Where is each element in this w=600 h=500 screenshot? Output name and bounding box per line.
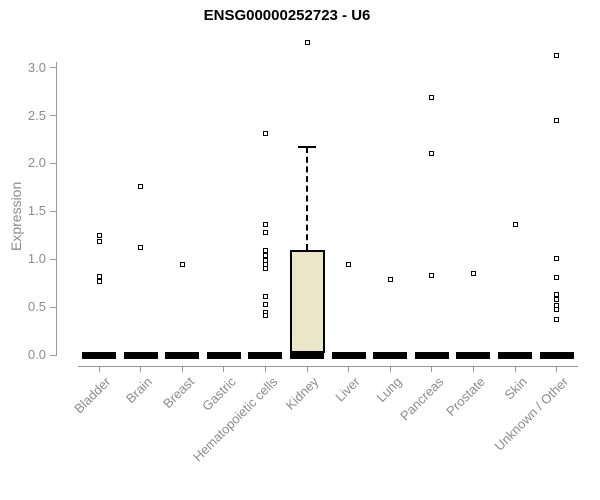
outlier-point (470, 271, 476, 277)
x-axis-tick-label: Prostate (443, 374, 489, 419)
outlier-point (138, 245, 144, 251)
whisker-line (306, 147, 308, 250)
outlier-point (387, 276, 393, 282)
outlier-point (262, 229, 268, 235)
outlier-point (262, 266, 268, 272)
median-bar (206, 351, 241, 359)
y-axis-tick-label: 2.0 (27, 155, 46, 171)
x-axis-tick-label: Gastric (198, 374, 239, 414)
x-axis-tick-label: Brain (123, 374, 156, 407)
x-axis-tick (264, 367, 266, 372)
outlier-point (429, 151, 435, 157)
outlier-point (554, 274, 560, 280)
y-axis-tick-label: 2.5 (27, 107, 46, 123)
outlier-point (262, 301, 268, 307)
outlier-point (554, 307, 560, 313)
y-axis-tick (50, 162, 57, 164)
x-axis-tick (514, 367, 516, 372)
y-axis-tick (50, 210, 57, 212)
y-axis-tick-label: 0.0 (27, 347, 46, 362)
x-axis-tick (556, 367, 558, 372)
x-axis-tick (306, 367, 308, 372)
outlier-point (262, 294, 268, 300)
outlier-point (346, 262, 352, 268)
median-bar (290, 351, 324, 359)
y-axis-tick (50, 67, 57, 69)
outlier-point (554, 292, 560, 298)
x-axis-tick (223, 367, 225, 372)
outlier-point (262, 313, 268, 319)
x-axis-tick-label: Breast (159, 374, 197, 412)
outlier-point (96, 238, 102, 244)
box-5 (289, 249, 325, 354)
outlier-point (554, 255, 560, 261)
y-axis-line (56, 62, 57, 356)
outlier-point (96, 232, 102, 238)
outlier-point (96, 273, 102, 279)
x-axis-tick (98, 367, 100, 372)
y-axis-tick-label: 1.5 (27, 203, 46, 219)
outlier-point (96, 278, 102, 284)
x-axis-tick (140, 367, 142, 372)
outlier-point (429, 94, 435, 100)
outlier-point (138, 183, 144, 189)
y-axis-tick (50, 354, 57, 356)
x-axis-tick-label: Unknown / Other (491, 374, 572, 454)
median-bar (498, 351, 532, 359)
x-axis-tick-label: Kidney (282, 374, 322, 413)
x-axis-tick (431, 367, 433, 372)
outlier-point (554, 317, 560, 323)
median-bar (331, 351, 366, 359)
median-bar (456, 351, 491, 359)
outlier-point (554, 296, 560, 302)
x-axis-tick-label: Skin (501, 374, 530, 403)
x-axis-tick (181, 367, 183, 372)
outlier-point (262, 261, 268, 267)
whisker-cap (298, 146, 316, 149)
outlier-point (262, 222, 268, 228)
x-axis-tick-label: Pancreas (396, 374, 447, 424)
outlier-point (262, 252, 268, 258)
x-axis-tick (389, 367, 391, 372)
median-bar (414, 351, 449, 359)
outlier-point (554, 117, 560, 123)
median-bar (123, 351, 158, 359)
outlier-point (554, 302, 560, 308)
outlier-point (429, 273, 435, 278)
x-axis-tick-label: Bladder (71, 374, 114, 417)
outlier-point (554, 52, 560, 58)
median-bar (373, 351, 408, 359)
median-bar (82, 351, 116, 359)
outlier-point (262, 131, 268, 137)
chart-title: ENSG00000252723 - U6 (203, 7, 371, 24)
y-axis-tick (50, 115, 57, 117)
x-axis-tick-label: Lung (373, 374, 405, 406)
x-axis-line (78, 366, 578, 367)
y-axis-tick-label: 0.5 (27, 299, 46, 315)
y-axis-tick (50, 306, 57, 308)
x-axis-tick-label: Liver (332, 374, 364, 405)
x-axis-tick (348, 367, 350, 372)
median-bar (165, 351, 200, 359)
median-bar (539, 351, 574, 359)
median-bar (248, 351, 283, 359)
outlier-point (304, 40, 310, 46)
x-axis-tick (472, 367, 474, 372)
outlier-point (179, 261, 185, 267)
outlier-point (512, 222, 518, 228)
outlier-point (262, 248, 268, 254)
y-axis-tick-label: 1.0 (27, 251, 46, 267)
y-axis-tick-label: 3.0 (27, 59, 46, 75)
y-axis-tick (50, 258, 57, 260)
